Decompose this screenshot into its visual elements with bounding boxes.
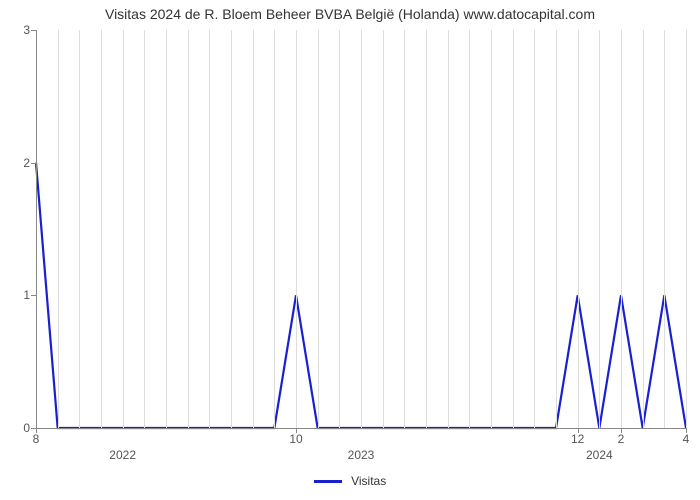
- grid-line: [534, 30, 535, 428]
- plot-area: 01238101224202220232024: [36, 30, 686, 428]
- grid-line: [231, 30, 232, 428]
- grid-line: [686, 30, 687, 428]
- grid-line: [123, 30, 124, 428]
- x-tick-label: 8: [33, 428, 40, 446]
- grid-line: [426, 30, 427, 428]
- grid-line: [448, 30, 449, 428]
- grid-line: [79, 30, 80, 428]
- legend: Visitas: [0, 474, 700, 488]
- grid-line: [296, 30, 297, 428]
- chart-container: Visitas 2024 de R. Bloem Beheer BVBA Bel…: [0, 0, 700, 500]
- grid-line: [58, 30, 59, 428]
- grid-line: [361, 30, 362, 428]
- y-tick-label: 2: [23, 156, 36, 170]
- grid-line: [578, 30, 579, 428]
- grid-line: [166, 30, 167, 428]
- grid-line: [144, 30, 145, 428]
- y-axis: [36, 30, 37, 428]
- x-tick-label: 4: [683, 428, 690, 446]
- grid-line: [339, 30, 340, 428]
- grid-line: [188, 30, 189, 428]
- x-year-label: 2024: [586, 428, 613, 462]
- grid-line: [318, 30, 319, 428]
- chart-title: Visitas 2024 de R. Bloem Beheer BVBA Bel…: [0, 6, 700, 22]
- grid-line: [101, 30, 102, 428]
- x-year-label: 2022: [109, 428, 136, 462]
- grid-line: [253, 30, 254, 428]
- legend-label: Visitas: [351, 474, 386, 488]
- grid-line: [383, 30, 384, 428]
- grid-line: [274, 30, 275, 428]
- x-tick-label: 10: [289, 428, 302, 446]
- grid-line: [404, 30, 405, 428]
- grid-line: [599, 30, 600, 428]
- grid-line: [621, 30, 622, 428]
- grid-line: [209, 30, 210, 428]
- y-tick-label: 3: [23, 23, 36, 37]
- y-tick-label: 1: [23, 288, 36, 302]
- grid-line: [556, 30, 557, 428]
- legend-swatch: [314, 480, 342, 483]
- x-tick-label: 12: [571, 428, 584, 446]
- grid-line: [643, 30, 644, 428]
- x-year-label: 2023: [348, 428, 375, 462]
- x-tick-label: 2: [618, 428, 625, 446]
- grid-line: [513, 30, 514, 428]
- grid-line: [664, 30, 665, 428]
- grid-line: [469, 30, 470, 428]
- grid-line: [491, 30, 492, 428]
